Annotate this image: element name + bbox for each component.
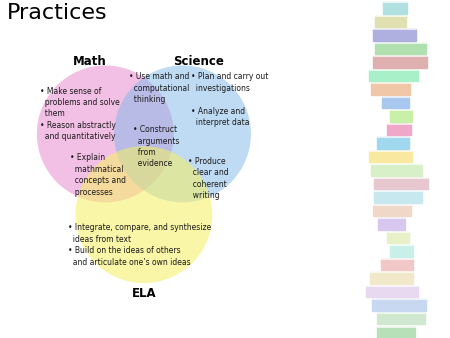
Bar [377,327,415,338]
Circle shape [114,66,251,202]
Text: • Produce
  clear and
  coherent
  writing: • Produce clear and coherent writing [188,157,229,200]
Bar [390,245,413,257]
Bar [372,83,410,95]
Bar [375,43,426,54]
Bar [378,218,405,230]
Text: • Plan and carry out
  investigations

• Analyze and
  interpret data: • Plan and carry out investigations • An… [191,72,269,127]
Text: • Use math and
  computational
  thinking: • Use math and computational thinking [129,72,189,104]
Bar [373,56,427,68]
Bar [390,110,412,122]
Bar [374,191,423,203]
Bar [369,70,418,81]
Bar [387,232,409,243]
Text: Math: Math [72,55,106,68]
Text: Science: Science [173,55,224,68]
Bar [375,16,406,27]
Text: • Explain
  mathmatical
  concepts and
  processes: • Explain mathmatical concepts and proce… [70,153,126,197]
Bar [382,97,410,108]
Circle shape [76,146,212,283]
Bar [381,259,413,270]
Bar [377,137,409,149]
Text: Practices: Practices [7,3,108,23]
Bar [387,124,411,135]
Bar [373,205,411,216]
Bar [373,29,416,41]
Text: • Integrate, compare, and synthesize
  ideas from text
• Build on the ideas of o: • Integrate, compare, and synthesize ide… [68,223,211,267]
Bar [366,286,418,297]
Text: • Make sense of
  problems and solve
  them
• Reason abstractly
  and quantitati: • Make sense of problems and solve them … [40,87,120,141]
Circle shape [37,66,174,202]
Bar [377,313,425,324]
Text: • Construct
  arguments
  from
  evidence: • Construct arguments from evidence [133,125,179,168]
Bar [383,2,406,14]
Bar [374,178,428,189]
Bar [369,272,413,284]
Bar [371,164,423,176]
Bar [372,299,426,311]
Bar [369,151,413,162]
Text: ELA: ELA [131,287,156,300]
